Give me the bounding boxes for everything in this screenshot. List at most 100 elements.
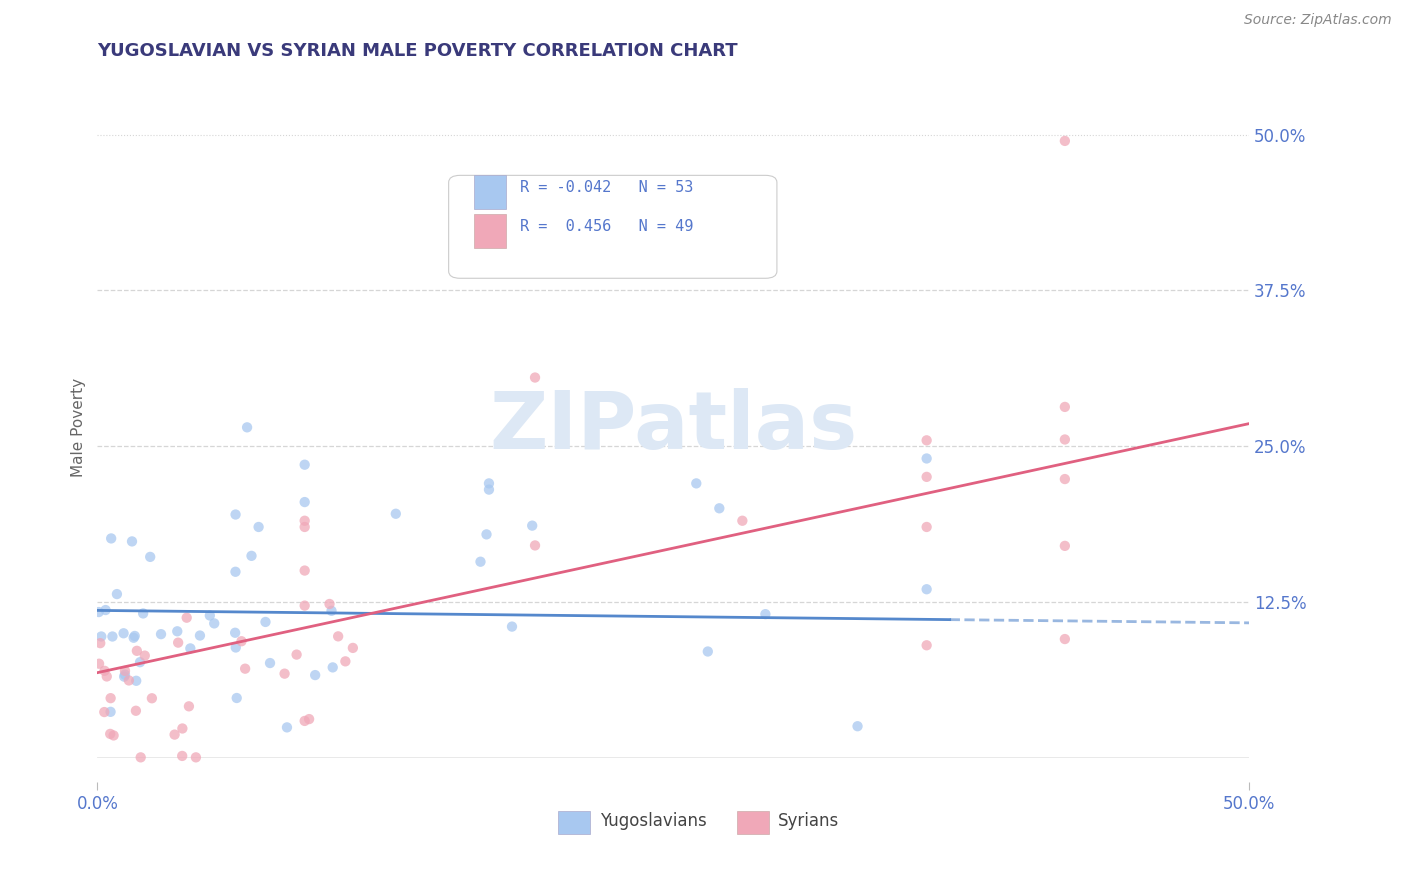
- Point: [522, 518, 544, 533]
- Point: [134, 648, 156, 663]
- Point: [139, 549, 162, 564]
- Point: [696, 644, 718, 658]
- Y-axis label: Male Poverty: Male Poverty: [72, 378, 86, 477]
- Point: [172, 748, 194, 763]
- Point: [1053, 433, 1076, 447]
- FancyBboxPatch shape: [449, 176, 778, 278]
- Point: [322, 660, 344, 674]
- Text: R =  0.456   N = 49: R = 0.456 N = 49: [520, 219, 693, 234]
- Point: [112, 670, 135, 684]
- Text: Yugoslavians: Yugoslavians: [599, 813, 706, 830]
- Point: [118, 673, 141, 688]
- Point: [1053, 472, 1076, 486]
- Point: [342, 640, 364, 655]
- Point: [685, 476, 707, 491]
- Point: [114, 667, 136, 681]
- Point: [89, 636, 111, 650]
- Point: [294, 458, 316, 472]
- Point: [224, 625, 246, 640]
- Point: [179, 641, 201, 656]
- Point: [125, 673, 148, 688]
- Point: [285, 648, 308, 662]
- Point: [915, 638, 938, 652]
- Point: [125, 644, 148, 658]
- Point: [1053, 632, 1076, 646]
- Point: [254, 615, 277, 629]
- Point: [188, 628, 211, 642]
- Point: [915, 470, 938, 484]
- Point: [105, 587, 128, 601]
- FancyBboxPatch shape: [474, 214, 506, 248]
- Point: [122, 631, 145, 645]
- Point: [475, 527, 498, 541]
- Point: [98, 727, 121, 741]
- Point: [470, 555, 492, 569]
- Point: [96, 669, 118, 683]
- Point: [1053, 400, 1076, 414]
- Point: [915, 520, 938, 534]
- Point: [328, 629, 350, 643]
- Point: [90, 630, 112, 644]
- Point: [198, 608, 221, 623]
- Point: [318, 597, 340, 611]
- Point: [231, 634, 253, 648]
- Point: [93, 705, 115, 719]
- Point: [478, 476, 501, 491]
- Point: [94, 603, 117, 617]
- Point: [298, 712, 321, 726]
- Point: [321, 604, 343, 618]
- Point: [915, 582, 938, 597]
- Point: [1053, 539, 1076, 553]
- Point: [276, 720, 298, 734]
- Point: [100, 532, 122, 546]
- Point: [87, 605, 110, 619]
- Point: [132, 607, 155, 621]
- Point: [915, 451, 938, 466]
- Point: [709, 501, 731, 516]
- Point: [225, 508, 247, 522]
- Point: [121, 534, 143, 549]
- Point: [236, 420, 259, 434]
- Point: [93, 664, 115, 678]
- Point: [501, 619, 523, 633]
- Point: [163, 728, 186, 742]
- Point: [129, 655, 152, 669]
- Point: [172, 722, 194, 736]
- Point: [177, 699, 200, 714]
- Point: [294, 514, 316, 528]
- Point: [524, 538, 547, 552]
- Text: R = -0.042   N = 53: R = -0.042 N = 53: [520, 180, 693, 195]
- FancyBboxPatch shape: [474, 176, 506, 210]
- Point: [101, 630, 124, 644]
- Point: [915, 434, 938, 448]
- Point: [478, 483, 501, 497]
- Point: [233, 662, 256, 676]
- Point: [294, 599, 316, 613]
- Point: [259, 656, 281, 670]
- Point: [754, 607, 776, 622]
- Point: [294, 714, 316, 728]
- Point: [112, 626, 135, 640]
- Text: Syrians: Syrians: [778, 813, 839, 830]
- Point: [224, 565, 246, 579]
- Point: [846, 719, 869, 733]
- Point: [100, 705, 122, 719]
- Text: Source: ZipAtlas.com: Source: ZipAtlas.com: [1244, 13, 1392, 28]
- Point: [731, 514, 754, 528]
- Point: [166, 624, 188, 639]
- Point: [129, 750, 152, 764]
- Point: [124, 629, 146, 643]
- Point: [240, 549, 263, 563]
- Point: [294, 495, 316, 509]
- Point: [176, 610, 198, 624]
- Point: [125, 704, 148, 718]
- Point: [167, 635, 190, 649]
- Point: [335, 654, 357, 668]
- FancyBboxPatch shape: [558, 812, 591, 834]
- Point: [150, 627, 173, 641]
- Point: [524, 370, 547, 384]
- FancyBboxPatch shape: [737, 812, 769, 834]
- Text: ZIPatlas: ZIPatlas: [489, 388, 858, 467]
- Point: [273, 666, 295, 681]
- Point: [87, 657, 110, 671]
